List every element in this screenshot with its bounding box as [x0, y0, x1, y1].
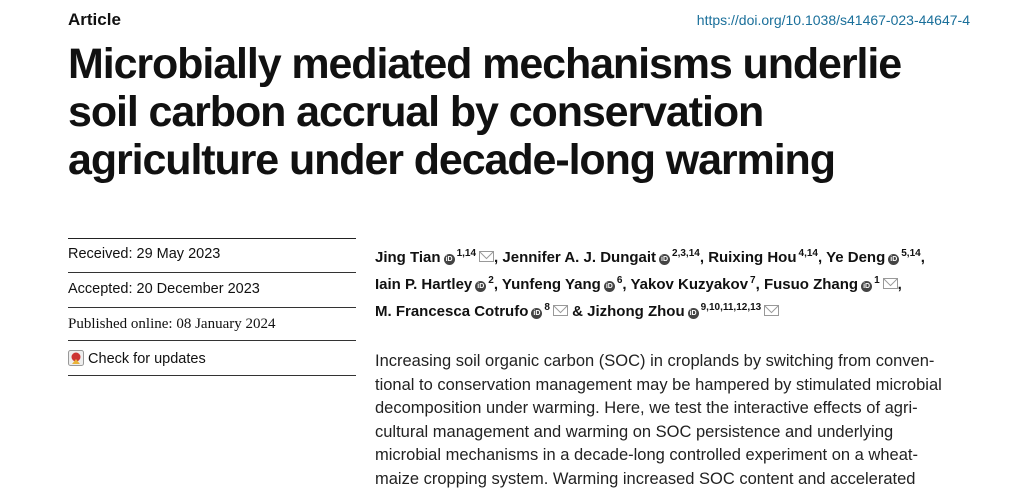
author-name: Ye Deng [826, 249, 885, 266]
orcid-icon[interactable]: iD [604, 281, 615, 292]
title-line: agriculture under decade-long warming [68, 136, 901, 184]
abstract-line: maize cropping system. Warming increased… [375, 468, 942, 491]
orcid-icon[interactable]: iD [475, 281, 486, 292]
orcid-icon[interactable]: iD [888, 254, 899, 265]
separator: , [818, 249, 822, 266]
abstract-line: Increasing soil organic carbon (SOC) in … [375, 350, 942, 374]
affiliation: 2,3,14 [672, 248, 700, 259]
title-line: soil carbon accrual by conservation [68, 88, 901, 136]
affiliation: 4,14 [799, 248, 818, 259]
check-updates[interactable]: Check for updates [68, 350, 206, 367]
rule [68, 272, 356, 273]
check-icon [68, 350, 84, 366]
mail-icon[interactable] [764, 305, 779, 316]
author-name: M. Francesca Cotrufo [375, 303, 528, 320]
mail-icon[interactable] [553, 305, 568, 316]
affiliation: 9,10,11,12,13 [701, 302, 762, 313]
author-name: Jizhong Zhou [587, 303, 684, 320]
published: Published online: 08 January 2024 [68, 316, 275, 333]
rule [68, 340, 356, 341]
check-updates-text: Check for updates [88, 351, 206, 367]
rule [68, 238, 356, 239]
title: Microbially mediated mechanisms underlie… [68, 40, 901, 184]
author-name: Jennifer A. J. Dungait [502, 249, 656, 266]
doi-link[interactable]: https://doi.org/10.1038/s41467-023-44647… [697, 12, 970, 28]
affiliation: 8 [544, 302, 550, 313]
rule [68, 307, 356, 308]
separator: , [494, 276, 498, 293]
rule [68, 375, 356, 376]
abstract: Increasing soil organic carbon (SOC) in … [375, 350, 942, 491]
separator: , [700, 249, 704, 266]
author-name: Ruixing Hou [708, 249, 796, 266]
orcid-icon[interactable]: iD [531, 308, 542, 319]
separator: , [494, 249, 498, 266]
accepted: Accepted: 20 December 2023 [68, 281, 260, 297]
abstract-line: tional to conservation management may be… [375, 374, 942, 398]
separator: & [572, 303, 583, 320]
affiliation: 1,14 [457, 248, 476, 259]
author-name: Yunfeng Yang [502, 276, 601, 293]
mail-icon[interactable] [479, 251, 494, 262]
author-name: Yakov Kuzyakov [630, 276, 748, 293]
affiliation: 1 [874, 275, 880, 286]
received: Received: 29 May 2023 [68, 246, 220, 262]
orcid-icon[interactable]: iD [861, 281, 872, 292]
author-name: Iain P. Hartley [375, 276, 472, 293]
orcid-icon[interactable]: iD [444, 254, 455, 265]
article-label: Article [68, 10, 121, 30]
separator: , [898, 276, 902, 293]
abstract-line: cultural management and warming on SOC p… [375, 421, 942, 445]
abstract-line: microbial mechanisms in a decade-long co… [375, 444, 942, 468]
title-line: Microbially mediated mechanisms underlie [68, 40, 901, 88]
mail-icon[interactable] [883, 278, 898, 289]
affiliation: 5,14 [901, 248, 920, 259]
separator: , [921, 249, 925, 266]
separator: , [756, 276, 760, 293]
separator: , [622, 276, 626, 293]
orcid-icon[interactable]: iD [688, 308, 699, 319]
abstract-line: decomposition under warming. Here, we te… [375, 397, 942, 421]
author-name: Jing Tian [375, 249, 441, 266]
author-name: Fusuo Zhang [764, 276, 858, 293]
orcid-icon[interactable]: iD [659, 254, 670, 265]
